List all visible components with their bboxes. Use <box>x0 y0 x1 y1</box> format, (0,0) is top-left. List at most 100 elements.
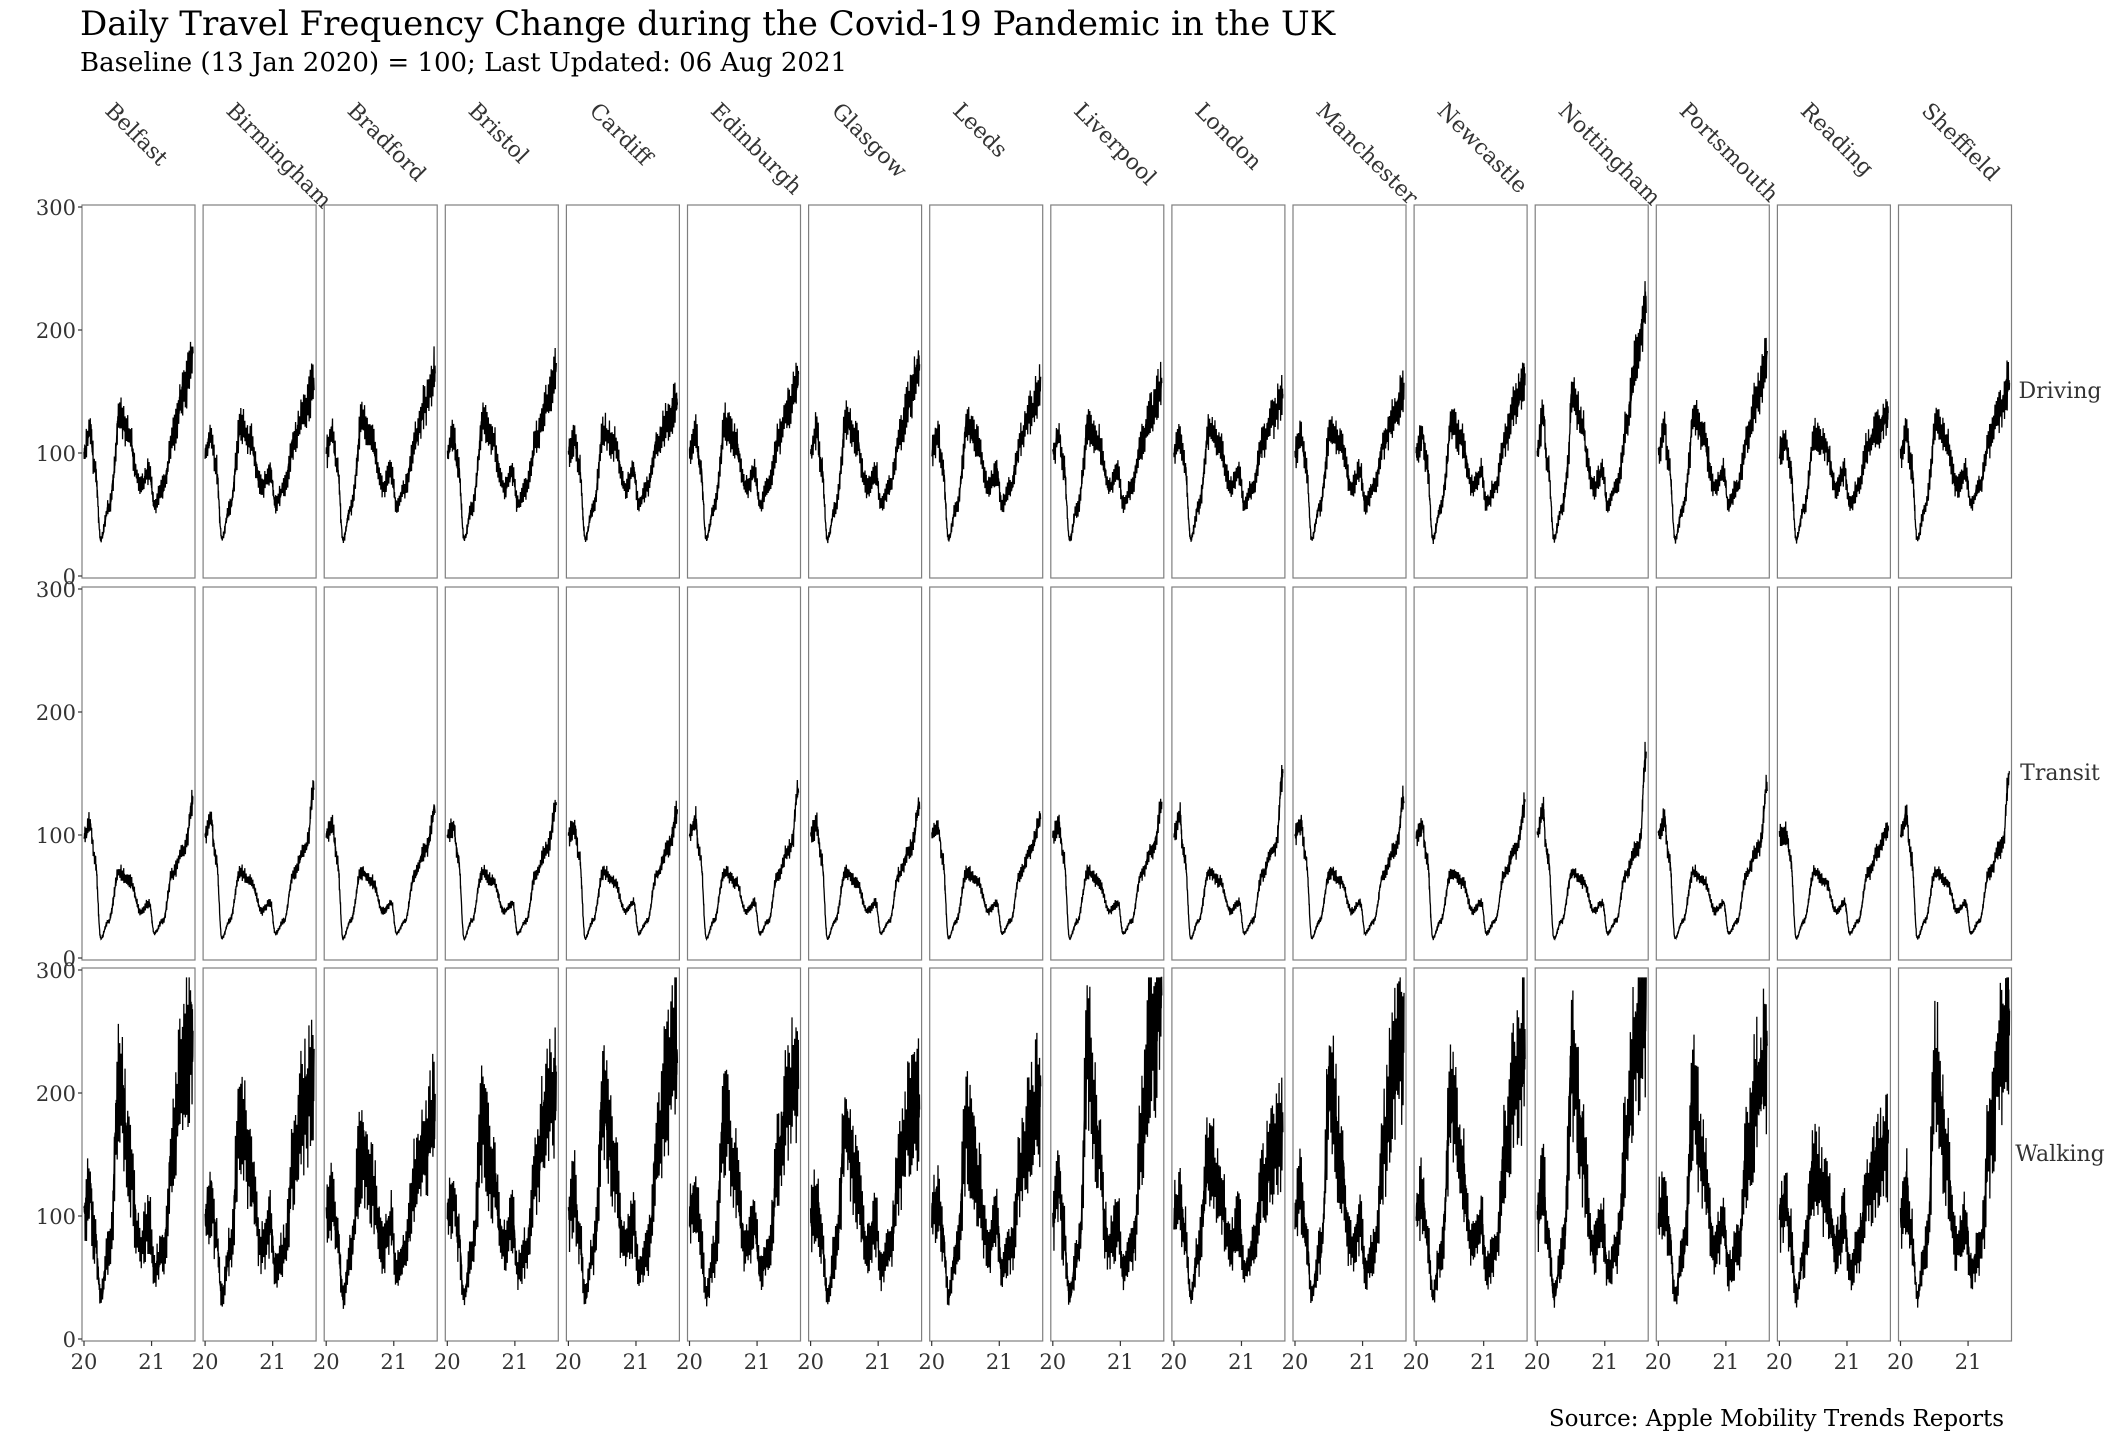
series-line-liverpool-transit <box>1052 798 1163 941</box>
y-tick-label: 0 <box>63 1328 76 1352</box>
chart-subtitle: Baseline (13 Jan 2020) = 100; Last Updat… <box>80 48 848 78</box>
facet-label-glasgow: Glasgow <box>826 99 911 184</box>
facet-label-edinburgh: Edinburgh <box>705 99 806 200</box>
x-tick-label: 20 <box>1766 1350 1793 1374</box>
series-line-birmingham-transit <box>204 780 315 940</box>
series-line-sheffield-walking <box>1899 977 2011 1308</box>
panel-glasgow-driving <box>807 204 923 579</box>
panel-edinburgh-driving <box>686 204 802 579</box>
panel-sheffield-driving <box>1897 204 2013 579</box>
chart-title: Daily Travel Frequency Change during the… <box>80 4 1336 44</box>
panel-glasgow-transit <box>807 586 923 961</box>
y-tick-label: 300 <box>36 578 76 602</box>
series-line-leeds-transit <box>931 811 1042 940</box>
x-tick-label: 21 <box>138 1350 165 1374</box>
panel-portsmouth-driving <box>1655 204 1770 579</box>
x-tick-label: 20 <box>1282 1350 1309 1374</box>
facet-label-nottingham: Nottingham <box>1553 99 1665 211</box>
x-tick-label: 20 <box>1039 1350 1066 1374</box>
series-line-london-driving <box>1173 375 1284 542</box>
series-line-bradford-walking <box>325 1053 436 1309</box>
panel-nottingham-driving <box>1534 204 1649 579</box>
panel-manchester-transit <box>1292 586 1407 961</box>
facet-label-bradford: Bradford <box>342 99 430 187</box>
facet-label-cardiff: Cardiff <box>584 99 657 172</box>
y-tick-label: 200 <box>36 701 76 725</box>
series-line-edinburgh-walking <box>688 1017 800 1307</box>
series-line-reading-walking <box>1778 1093 1890 1308</box>
panel-bradford-driving <box>323 204 438 579</box>
x-tick-label: 20 <box>192 1350 219 1374</box>
x-tick-label: 21 <box>1228 1350 1255 1374</box>
y-tick-label: 100 <box>36 442 76 466</box>
x-tick-label: 21 <box>1349 1350 1376 1374</box>
y-tick-label: 200 <box>36 319 76 343</box>
x-tick-label: 20 <box>71 1350 98 1374</box>
facet-label-sheffield: Sheffield <box>1916 99 2004 187</box>
x-tick-label: 20 <box>555 1350 582 1374</box>
facet-label-belfast: Belfast <box>100 99 173 172</box>
series-line-glasgow-walking <box>809 1038 921 1305</box>
series-line-manchester-driving <box>1294 370 1405 541</box>
series-line-leeds-walking <box>931 1032 1042 1306</box>
panel-liverpool-walking <box>1050 967 1165 1342</box>
panel-london-transit <box>1171 586 1286 961</box>
series-line-sheffield-transit <box>1899 770 2011 940</box>
series-line-belfast-walking <box>83 977 194 1304</box>
x-tick-label: 21 <box>744 1350 771 1374</box>
panel-bristol-transit <box>444 586 559 961</box>
x-tick-label: 21 <box>865 1350 892 1374</box>
series-line-newcastle-driving <box>1415 362 1526 544</box>
facet-label-leeds: Leeds <box>947 99 1011 163</box>
series-line-edinburgh-driving <box>688 362 800 541</box>
facet-label-transit: Transit <box>2020 761 2100 786</box>
series-line-manchester-walking <box>1294 977 1405 1303</box>
y-tick-label: 0 <box>63 565 76 589</box>
series-line-nottingham-driving <box>1536 281 1647 543</box>
panel-leeds-driving <box>929 204 1044 579</box>
series-line-nottingham-transit <box>1536 741 1647 942</box>
panel-birmingham-transit <box>202 586 317 961</box>
series-line-bradford-driving <box>325 346 436 544</box>
series-line-portsmouth-walking <box>1657 988 1768 1305</box>
x-tick-label: 20 <box>1524 1350 1551 1374</box>
panel-cardiff-driving <box>565 204 681 579</box>
facet-label-london: London <box>1190 99 1267 176</box>
y-tick-label: 200 <box>36 1082 76 1106</box>
series-line-reading-transit <box>1778 821 1890 941</box>
x-tick-label: 20 <box>676 1350 703 1374</box>
facet-label-bristol: Bristol <box>463 99 533 169</box>
facet-label-manchester: Manchester <box>1311 99 1423 211</box>
source-caption: Source: Apple Mobility Trends Reports <box>1548 1406 2004 1432</box>
x-tick-label: 21 <box>1470 1350 1497 1374</box>
series-line-bristol-transit <box>446 799 557 942</box>
series-line-liverpool-walking <box>1052 976 1163 1305</box>
series-line-manchester-transit <box>1294 785 1405 940</box>
series-line-london-walking <box>1173 1077 1284 1304</box>
panel-manchester-walking <box>1292 967 1407 1342</box>
x-tick-label: 21 <box>623 1350 650 1374</box>
series-line-cardiff-transit <box>567 800 679 941</box>
panel-bristol-driving <box>444 204 559 579</box>
x-tick-label: 21 <box>1955 1350 1982 1374</box>
series-line-edinburgh-transit <box>688 779 800 941</box>
panel-newcastle-driving <box>1413 204 1528 579</box>
series-line-cardiff-walking <box>567 977 679 1305</box>
panel-cardiff-transit <box>565 586 681 961</box>
series-line-belfast-transit <box>83 789 194 941</box>
series-line-belfast-driving <box>83 341 194 543</box>
series-line-glasgow-transit <box>810 797 921 941</box>
series-line-birmingham-driving <box>204 363 315 541</box>
x-tick-label: 20 <box>1645 1350 1672 1374</box>
series-line-bristol-walking <box>446 1027 557 1306</box>
panel-belfast-transit <box>81 586 196 961</box>
facet-label-reading: Reading <box>1795 99 1878 182</box>
panel-edinburgh-transit <box>686 586 802 961</box>
series-line-newcastle-transit <box>1415 792 1526 941</box>
series-line-reading-driving <box>1778 399 1890 544</box>
panel-liverpool-transit <box>1050 586 1165 961</box>
series-line-birmingham-walking <box>204 1019 315 1307</box>
x-tick-label: 20 <box>1887 1350 1914 1374</box>
panel-manchester-driving <box>1292 204 1407 579</box>
